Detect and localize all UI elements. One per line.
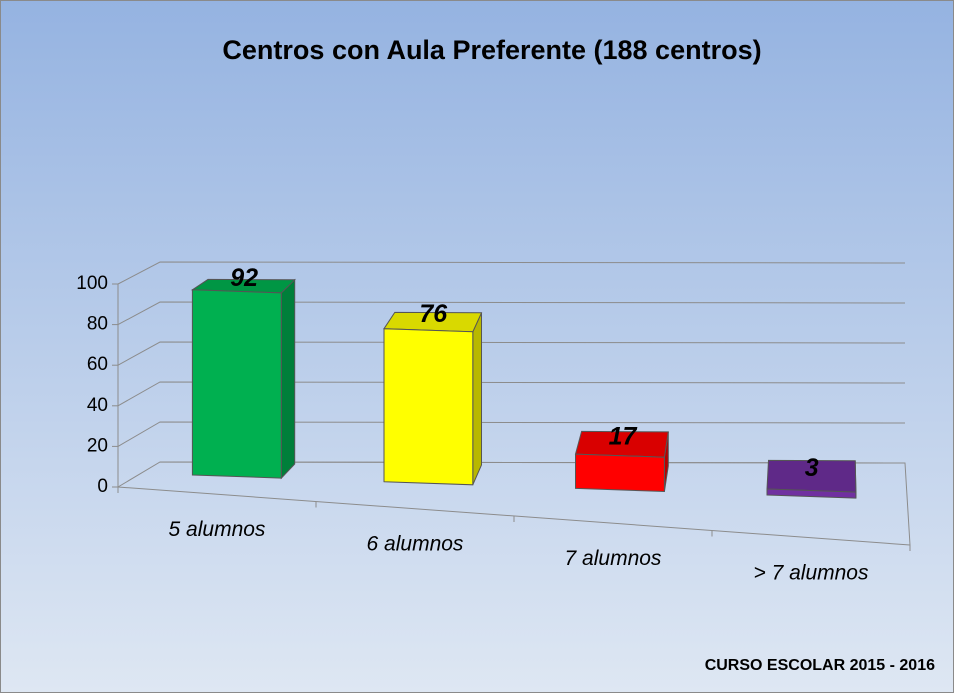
y-tick-label: 0 [97, 476, 108, 497]
bar [766, 488, 857, 499]
y-tick-label: 20 [87, 435, 108, 456]
grid-line [117, 421, 906, 447]
bar-side [472, 312, 482, 486]
value-label: 92 [230, 264, 258, 292]
bar-side [280, 278, 296, 480]
y-tick-label: 100 [76, 273, 108, 294]
bar [575, 453, 665, 493]
y-tick-label: 60 [87, 354, 108, 375]
value-label: 3 [805, 454, 819, 482]
x-tick-label: > 7 alumnos [754, 561, 869, 584]
bar [191, 289, 282, 479]
x-tick-label: 5 alumnos [169, 518, 266, 541]
value-label: 17 [609, 422, 638, 450]
chart-title: Centros con Aula Preferente (188 centros… [222, 35, 761, 65]
grid-line [117, 341, 906, 366]
y-tick-label: 40 [87, 395, 108, 416]
footnote: CURSO ESCOLAR 2015 - 2016 [705, 657, 935, 674]
grid-line [117, 261, 906, 285]
x-tick-label: 6 alumnos [367, 532, 464, 555]
x-tick-label: 7 alumnos [565, 547, 662, 570]
value-label: 76 [419, 300, 448, 328]
y-tick-label: 80 [87, 314, 108, 335]
grid-line [117, 301, 906, 326]
grid-line [117, 381, 906, 407]
bar [383, 328, 474, 486]
